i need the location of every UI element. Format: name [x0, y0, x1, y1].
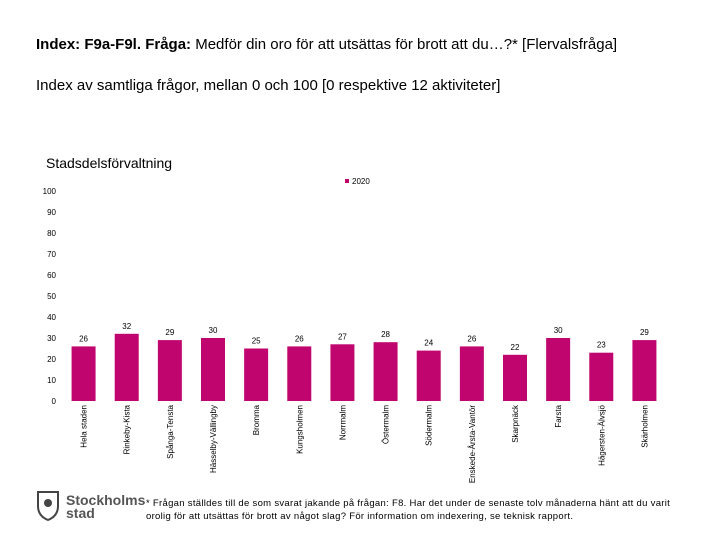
- x-tick-label: Bromma: [252, 404, 261, 435]
- bar: [157, 340, 182, 401]
- value-label: 29: [640, 328, 649, 337]
- x-tick-label: Hässelby-Vällingby: [209, 405, 218, 473]
- value-label: 30: [209, 326, 218, 335]
- bar: [632, 340, 657, 401]
- x-tick-label: Skärholmen: [640, 405, 649, 448]
- y-tick-label: 70: [47, 250, 56, 259]
- value-label: 26: [467, 334, 476, 343]
- legend-marker: [345, 179, 349, 183]
- value-label: 24: [424, 339, 433, 348]
- y-tick-label: 40: [47, 313, 56, 322]
- bar: [71, 346, 96, 401]
- value-label: 29: [165, 328, 174, 337]
- value-label: 26: [295, 334, 304, 343]
- logo: Stockholms stad: [37, 491, 146, 522]
- bar: [244, 348, 269, 401]
- footnote: * Frågan ställdes till de som svarat jak…: [146, 498, 671, 522]
- y-tick-label: 0: [52, 397, 57, 406]
- y-tick-label: 100: [43, 187, 57, 196]
- bar: [416, 350, 441, 401]
- value-label: 30: [554, 326, 563, 335]
- value-label: 22: [511, 343, 520, 352]
- y-tick-label: 90: [47, 208, 56, 217]
- logo-text: stad: [66, 505, 95, 521]
- bar: [114, 333, 139, 401]
- x-tick-label: Rinkeby-Kista: [123, 404, 132, 454]
- title: Index: F9a-F9l. Fråga: Medför din oro fö…: [36, 36, 617, 53]
- bar: [459, 346, 484, 401]
- x-tick-label: Norrmalm: [338, 405, 347, 440]
- legend-label: 2020: [352, 177, 370, 186]
- value-label: 23: [597, 341, 606, 350]
- title-text: Medför din oro för att utsättas för brot…: [195, 36, 618, 53]
- bar: [503, 354, 527, 401]
- y-tick-label: 30: [47, 334, 56, 343]
- x-tick-label: Östermalm: [382, 405, 391, 444]
- axis-title: Stadsdelsförvaltning: [46, 155, 172, 171]
- logo-head: [44, 499, 52, 507]
- x-tick-label: Hägersten-Älvsjö: [597, 404, 606, 465]
- x-tick-label: Kungsholmen: [295, 405, 304, 454]
- value-label: 32: [122, 322, 131, 331]
- value-label: 28: [381, 330, 390, 339]
- value-label: 26: [79, 334, 88, 343]
- bar: [201, 338, 225, 401]
- value-label: 25: [252, 337, 261, 346]
- x-tick-label: Skarpnäck: [511, 404, 520, 443]
- bar: [589, 352, 614, 401]
- logo-text: Stockholms: [66, 492, 146, 508]
- x-tick-label: Spånga-Tensta: [166, 404, 175, 458]
- bar: [330, 344, 355, 401]
- bar: [373, 342, 398, 401]
- x-tick-label: Farsta: [554, 404, 563, 427]
- y-tick-label: 20: [47, 355, 56, 364]
- y-tick-label: 80: [47, 229, 56, 238]
- y-tick-label: 60: [47, 271, 56, 280]
- x-tick-label: Enskede-Årsta-Vantör: [468, 405, 477, 483]
- x-tick-label: Hela staden: [80, 405, 89, 448]
- bar: [546, 338, 571, 401]
- title-bold: Index: F9a-F9l. Fråga:: [36, 36, 192, 53]
- y-tick-label: 10: [47, 376, 56, 385]
- value-label: 27: [338, 332, 347, 341]
- bar: [287, 346, 312, 401]
- x-tick-label: Södermalm: [425, 405, 434, 446]
- y-tick-label: 50: [47, 292, 56, 301]
- subtitle: Index av samtliga frågor, mellan 0 och 1…: [36, 77, 501, 94]
